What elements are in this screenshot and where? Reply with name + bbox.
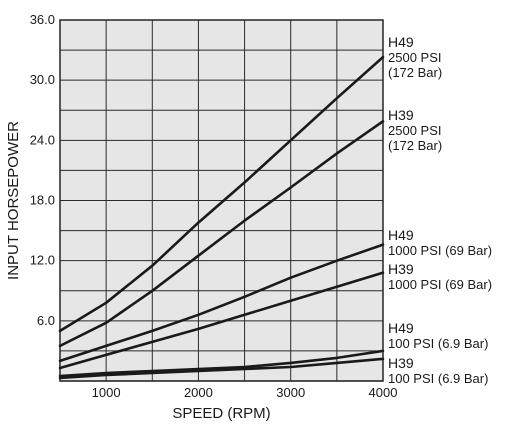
series-pressure-label: 100 PSI (6.9 Bar) <box>388 336 488 351</box>
x-tick-label: 2000 <box>184 385 213 400</box>
series-pressure-label: 2500 PSI <box>388 123 442 138</box>
x-tick-label: 3000 <box>276 385 305 400</box>
x-axis-label: SPEED (RPM) <box>172 405 270 422</box>
series-pressure-bar-label: (172 Bar) <box>388 65 442 80</box>
series-line-5 <box>58 349 385 378</box>
series-model-label: H49 <box>388 227 414 243</box>
series-line-6 <box>58 357 385 380</box>
series-line-1 <box>58 55 385 333</box>
y-tick-label: 6.0 <box>37 313 55 328</box>
series-pressure-label: 1000 PSI (69 Bar) <box>388 277 492 292</box>
series-model-label: H39 <box>388 261 414 277</box>
series-line-2 <box>58 120 385 348</box>
y-tick-label: 36.0 <box>30 12 55 27</box>
y-tick-label: 12.0 <box>30 253 55 268</box>
y-tick-label: 18.0 <box>30 193 55 208</box>
series-model-label: H39 <box>388 355 414 371</box>
series-pressure-label: 1000 PSI (69 Bar) <box>388 243 492 258</box>
series-pressure-label: 100 PSI (6.9 Bar) <box>388 371 488 386</box>
series-line-3 <box>58 243 385 363</box>
series-pressure-bar-label: (172 Bar) <box>388 138 442 153</box>
x-tick-label: 4000 <box>369 385 398 400</box>
y-tick-label: 24.0 <box>30 132 55 147</box>
series-pressure-label: 2500 PSI <box>388 50 442 65</box>
series-model-label: H49 <box>388 320 414 336</box>
series-line-4 <box>58 271 385 370</box>
series-model-label: H39 <box>388 107 414 123</box>
series-model-label: H49 <box>388 34 414 50</box>
y-axis-label: INPUT HORSEPOWER <box>5 121 22 280</box>
y-tick-label: 30.0 <box>30 72 55 87</box>
x-tick-label: 1000 <box>92 385 121 400</box>
